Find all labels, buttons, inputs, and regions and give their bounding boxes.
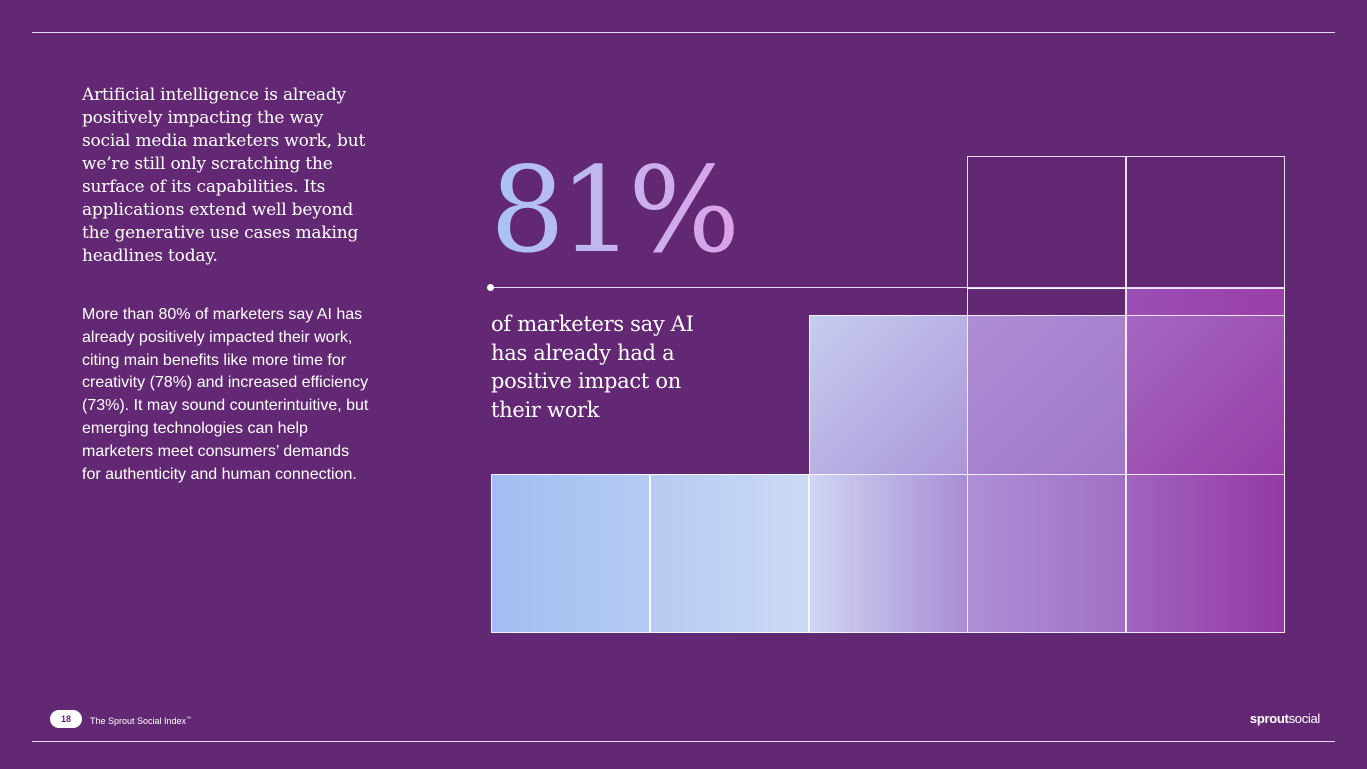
body-paragraph: More than 80% of marketers say AI has al…: [82, 306, 369, 483]
grid-cell-mid-1: [809, 315, 968, 475]
stat-caption: of marketers say AI has already had a po…: [491, 312, 694, 422]
grid-cell-top-1: [967, 156, 1126, 289]
publication-title: The Sprout Social Index™: [90, 713, 191, 727]
intro-paragraph: Artificial intelligence is already posit…: [82, 85, 366, 266]
grid-cell-thin-1: [967, 288, 1126, 316]
trademark-mark: ™: [186, 716, 192, 722]
grid-cell-thin-2: [1126, 288, 1285, 316]
grid-cell-bottom-3: [809, 474, 968, 633]
publication-name: The Sprout Social Index: [90, 716, 187, 726]
grid-cell-bottom-4: [967, 474, 1126, 633]
sprout-social-logo: sproutsocial: [1250, 710, 1320, 728]
grid-cell-bottom-5: [1126, 474, 1285, 633]
stat-value: 81%: [490, 141, 740, 279]
page-number-badge: 18: [50, 710, 82, 728]
top-divider: [32, 32, 1335, 33]
stat-divider: [491, 287, 1285, 288]
grid-cell-mid-3: [1126, 315, 1285, 475]
grid-cell-bottom-1: [491, 474, 650, 633]
grid-cell-bottom-2: [650, 474, 809, 633]
bottom-divider: [32, 741, 1335, 742]
logo-part-sprout: sprout: [1249, 711, 1289, 726]
grid-cell-top-2: [1126, 156, 1285, 289]
logo-part-social: social: [1288, 711, 1321, 726]
grid-cell-mid-2: [967, 315, 1126, 475]
stat-divider-dot: [487, 284, 494, 291]
